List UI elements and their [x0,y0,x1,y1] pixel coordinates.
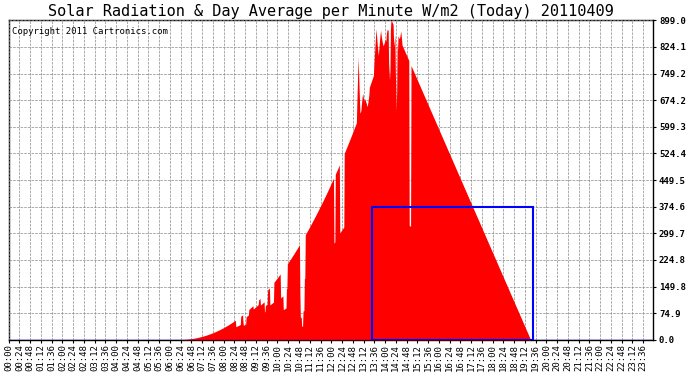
Title: Solar Radiation & Day Average per Minute W/m2 (Today) 20110409: Solar Radiation & Day Average per Minute… [48,4,614,19]
Bar [372,207,533,340]
Text: Copyright 2011 Cartronics.com: Copyright 2011 Cartronics.com [12,27,168,36]
